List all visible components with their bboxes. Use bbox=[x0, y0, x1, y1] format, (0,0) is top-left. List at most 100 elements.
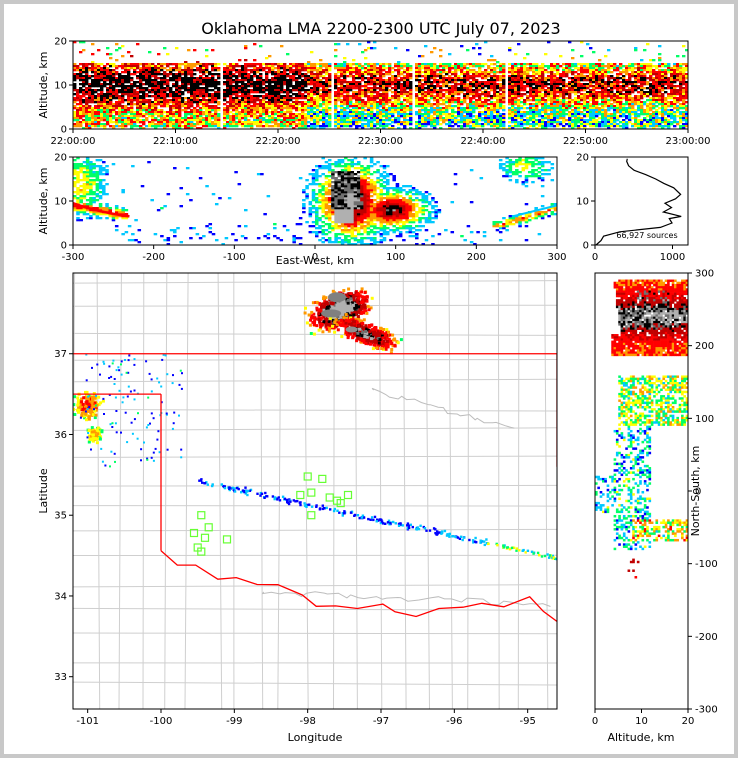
density-cell bbox=[463, 125, 467, 128]
density-cell bbox=[403, 75, 407, 78]
density-cell bbox=[460, 101, 464, 104]
density-cell bbox=[355, 85, 359, 88]
density-cell bbox=[112, 75, 116, 78]
density-cell bbox=[469, 65, 473, 68]
density-cell bbox=[190, 77, 194, 80]
density-cell bbox=[193, 89, 197, 92]
density-cell bbox=[97, 93, 101, 96]
density-cell bbox=[307, 111, 311, 114]
density-cell bbox=[256, 71, 260, 74]
density-cell bbox=[367, 67, 371, 70]
density-cell bbox=[397, 93, 401, 96]
density-cell bbox=[103, 99, 107, 102]
density-cell bbox=[577, 95, 581, 98]
density-cell bbox=[79, 69, 83, 72]
density-cell bbox=[268, 89, 272, 92]
density-cell bbox=[460, 67, 464, 70]
density-cell bbox=[502, 67, 506, 70]
density-cell bbox=[538, 113, 542, 116]
density-cell bbox=[280, 99, 284, 102]
density-cell bbox=[511, 79, 515, 82]
density-cell bbox=[130, 63, 134, 66]
density-cell bbox=[256, 69, 260, 72]
density-cell bbox=[91, 97, 95, 100]
density-cell bbox=[286, 97, 290, 100]
density-cell bbox=[274, 101, 278, 104]
density-cell bbox=[181, 103, 185, 106]
density-cell bbox=[304, 103, 308, 106]
density-cell bbox=[496, 97, 500, 100]
density-cell bbox=[544, 101, 548, 104]
density-cell bbox=[454, 119, 458, 122]
density-cell bbox=[487, 71, 491, 74]
density-cell bbox=[409, 89, 413, 92]
density-cell bbox=[490, 77, 494, 80]
density-cell bbox=[433, 107, 437, 110]
density-cell bbox=[241, 95, 245, 98]
density-cell bbox=[490, 63, 494, 66]
density-cell bbox=[556, 119, 560, 122]
density-cell bbox=[247, 105, 251, 108]
density-cell bbox=[478, 119, 482, 122]
density-cell bbox=[526, 97, 530, 100]
density-cell bbox=[445, 97, 449, 100]
density-cell bbox=[133, 103, 137, 106]
density-cell bbox=[403, 91, 407, 94]
density-cell bbox=[205, 69, 209, 72]
density-cell bbox=[385, 93, 389, 96]
density-cell bbox=[73, 99, 77, 102]
density-cell bbox=[148, 103, 152, 106]
density-cell bbox=[226, 93, 230, 96]
density-cell bbox=[544, 95, 548, 98]
density-cell bbox=[565, 63, 569, 66]
density-cell bbox=[88, 83, 92, 86]
density-cell bbox=[184, 73, 188, 76]
density-cell bbox=[85, 97, 89, 100]
density-cell bbox=[445, 99, 449, 102]
density-cell bbox=[184, 107, 188, 110]
density-cell bbox=[145, 69, 149, 72]
density-cell bbox=[433, 97, 437, 100]
density-cell bbox=[100, 111, 104, 114]
density-cell bbox=[457, 113, 461, 116]
density-cell bbox=[340, 105, 344, 108]
density-cell bbox=[418, 105, 422, 108]
density-cell bbox=[274, 77, 278, 80]
density-cell bbox=[112, 73, 116, 76]
density-cell bbox=[406, 107, 410, 110]
density-cell bbox=[358, 121, 362, 124]
density-cell bbox=[163, 71, 167, 74]
density-cell bbox=[367, 103, 371, 106]
density-cell bbox=[304, 67, 308, 70]
density-cell bbox=[337, 77, 341, 80]
density-cell bbox=[373, 95, 377, 98]
density-cell bbox=[478, 101, 482, 104]
density-cell bbox=[130, 87, 134, 90]
density-cell bbox=[295, 63, 299, 66]
density-cell bbox=[160, 77, 164, 80]
density-cell bbox=[277, 101, 281, 104]
density-cell bbox=[151, 75, 155, 78]
density-cell bbox=[610, 105, 614, 108]
density-cell bbox=[181, 69, 185, 72]
density-cell bbox=[541, 63, 545, 66]
density-cell bbox=[283, 95, 287, 98]
density-cell bbox=[589, 77, 593, 80]
density-cell bbox=[133, 91, 137, 94]
density-cell bbox=[391, 113, 395, 116]
density-cell bbox=[208, 95, 212, 98]
density-cell bbox=[343, 57, 347, 60]
density-cell bbox=[121, 91, 125, 94]
density-cell bbox=[262, 125, 266, 128]
density-cell bbox=[451, 105, 455, 108]
density-cell bbox=[376, 95, 380, 98]
density-cell bbox=[520, 101, 524, 104]
density-cell bbox=[112, 97, 116, 100]
density-cell bbox=[181, 83, 185, 86]
density-cell bbox=[139, 127, 143, 130]
density-cell bbox=[148, 73, 152, 76]
density-cell bbox=[316, 125, 320, 128]
density-cell bbox=[355, 67, 359, 70]
density-cell bbox=[469, 83, 473, 86]
density-cell bbox=[409, 121, 413, 124]
